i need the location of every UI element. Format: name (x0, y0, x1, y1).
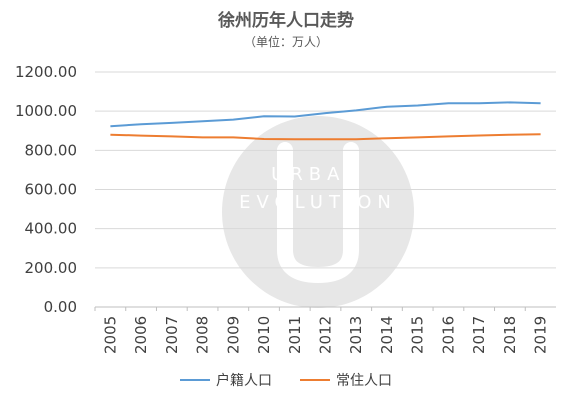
chart-subtitle: （单位：万人） (243, 35, 328, 49)
y-tick-label: 400.00 (25, 220, 78, 238)
legend: 户籍人口 常住人口 (0, 370, 572, 390)
x-tick-label: 2013 (347, 316, 365, 354)
x-tick-label: 2007 (163, 316, 181, 354)
legend-item-series-1: 常住人口 (300, 370, 392, 390)
series-lines (110, 101, 541, 141)
legend-swatch (180, 379, 210, 381)
legend-label: 户籍人口 (216, 373, 272, 389)
x-tick-label: 2011 (286, 316, 304, 354)
series-line-0 (110, 101, 541, 128)
series-line-1 (110, 133, 541, 141)
watermark-logo: URBAN EVOLUTION (222, 116, 414, 308)
x-tick-label: 2010 (255, 316, 273, 354)
x-tick-label: 2014 (378, 316, 396, 354)
watermark-text: URBAN (271, 164, 365, 185)
x-tick-label: 2015 (409, 316, 427, 354)
y-axis-ticks: 0.00 200.00 400.00 600.00 800.00 1000.00 1200.… (15, 63, 77, 316)
x-tick-label: 2006 (132, 316, 150, 354)
y-tick-label: 1000.00 (15, 102, 77, 120)
y-tick-label: 1200.00 (15, 63, 77, 81)
x-tick-label: 2016 (439, 316, 457, 354)
y-tick-label: 800.00 (25, 141, 78, 159)
x-tick-label: 2017 (470, 316, 488, 354)
legend-label: 常住人口 (336, 373, 392, 389)
watermark-u (277, 142, 359, 284)
x-tick-label: 2019 (532, 316, 550, 354)
legend-swatch (300, 379, 330, 381)
chart-title: 徐州历年人口走势 (218, 11, 354, 31)
gridlines (95, 71, 556, 308)
watermark-text: EVOLUTION (239, 192, 397, 213)
x-tick-label: 2018 (501, 316, 519, 354)
y-tick-label: 200.00 (25, 259, 78, 277)
x-tick-label: 2009 (224, 316, 242, 354)
y-tick-label: 0.00 (44, 298, 77, 316)
x-tick-label: 2008 (194, 316, 212, 354)
watermark-circle (222, 116, 414, 308)
x-tick-label: 2012 (317, 316, 335, 354)
x-tick-label: 2005 (101, 316, 119, 354)
x-axis-ticks: 2005 2006 2007 2008 2009 2010 2011 2012 2013 2014… (94, 307, 550, 354)
y-tick-label: 600.00 (25, 181, 78, 199)
legend-item-series-0: 户籍人口 (180, 370, 272, 390)
